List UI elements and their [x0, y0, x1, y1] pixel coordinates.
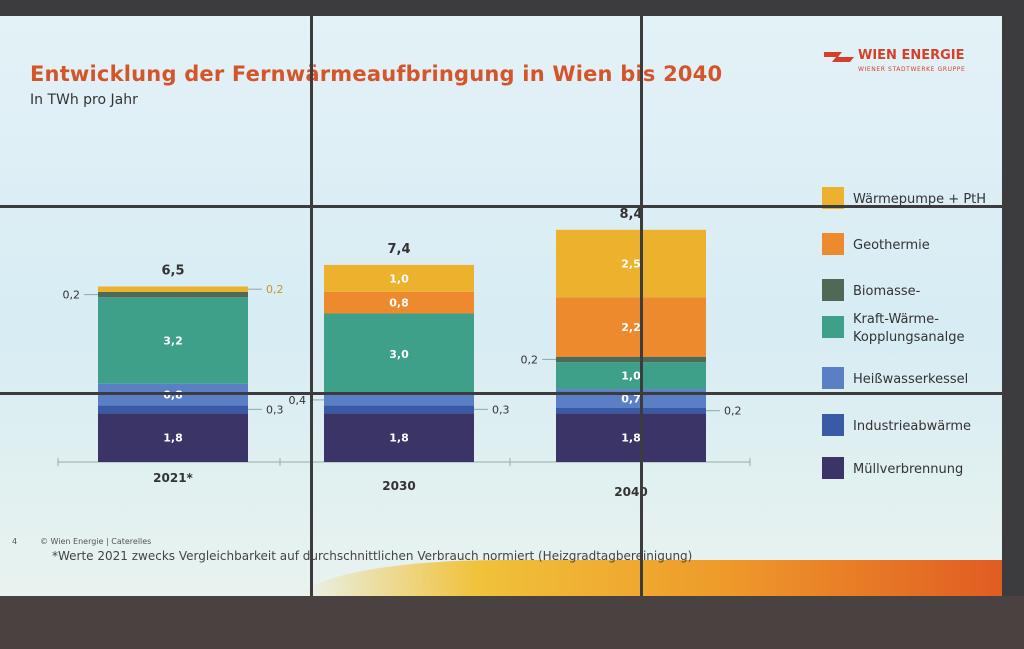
total-label: 8,4	[619, 207, 642, 222]
slide-subtitle: In TWh pro Jahr	[30, 92, 138, 108]
legend-label: Heißwasserkessel	[853, 372, 968, 387]
data-label: 2,5	[621, 258, 641, 271]
footnote: *Werte 2021 zwecks Vergleichbarkeit auf …	[52, 549, 693, 563]
bar-segment	[324, 405, 474, 414]
legend-label: Geothermie	[853, 238, 930, 253]
data-label: 0,4	[289, 394, 307, 407]
legend-label: Kopplungsanalge	[853, 330, 964, 345]
logo-tagline: WIENER STADTWERKE GRUPPE	[858, 66, 966, 73]
bar-segment	[556, 413, 706, 462]
legend-swatch	[822, 187, 844, 209]
data-label: 0,8	[389, 297, 409, 310]
bar-segment	[556, 297, 706, 357]
data-label: 1,0	[621, 370, 641, 383]
data-label: 1,8	[389, 432, 409, 445]
bar-segment	[324, 264, 474, 292]
data-label: 1,0	[389, 272, 409, 285]
total-label: 7,4	[387, 242, 410, 257]
bar-segment	[556, 229, 706, 298]
data-label: 3,0	[389, 348, 409, 361]
bar-segment	[556, 362, 706, 390]
screen-seam	[0, 205, 1010, 208]
category-label: 2040	[614, 485, 647, 499]
copyright-text: © Wien Energie | Caterelles	[40, 537, 152, 546]
legend-label: Kraft-Wärme-	[853, 312, 939, 327]
bar-segment	[324, 413, 474, 462]
legend-swatch	[822, 367, 844, 389]
data-label: 0,2	[724, 405, 742, 418]
screen-seam	[0, 392, 1010, 395]
data-label: 0,2	[266, 283, 284, 296]
screen-seam	[640, 0, 643, 600]
data-label: 1,8	[621, 432, 641, 445]
legend-swatch	[822, 279, 844, 301]
bar-segment	[98, 405, 248, 414]
legend-label: Wärmepumpe + PtH	[853, 192, 986, 207]
bar-segment	[98, 413, 248, 462]
screen-bezel	[0, 596, 1024, 649]
legend-label: Biomasse-	[853, 284, 921, 299]
data-label: 2,2	[621, 321, 641, 334]
slide-title: Entwicklung der Fernwärmeaufbringung in …	[30, 62, 723, 86]
legend-label: Müllverbrennung	[853, 462, 963, 477]
data-label: 0,3	[266, 403, 284, 416]
bar-segment	[98, 297, 248, 384]
data-label: 0,2	[521, 353, 539, 366]
data-label: 0,8	[163, 389, 183, 402]
wien-energie-logo-icon	[824, 52, 854, 62]
screen-seam	[0, 0, 1024, 16]
legend-swatch	[822, 316, 844, 338]
data-label: 0,2	[63, 289, 81, 302]
legend-swatch	[822, 457, 844, 479]
data-label: 0,7	[621, 393, 641, 406]
total-label: 6,5	[161, 264, 184, 279]
data-label: 1,8	[163, 432, 183, 445]
screen-seam	[310, 0, 313, 600]
bar-segment	[324, 291, 474, 314]
legend-swatch	[822, 414, 844, 436]
legend-label: Industrieabwärme	[853, 419, 971, 434]
bar-segment	[324, 313, 474, 395]
bar-segment	[556, 408, 706, 414]
bar-segment	[98, 286, 248, 292]
category-label: 2030	[382, 479, 415, 493]
data-label: 3,2	[163, 335, 183, 348]
stacked-bar-chart: 1,8 0,3 0,8 3,2 0,2 0,2 6,5 2021* 1,8 0,3 0,4 3,0 0,…	[57, 187, 986, 499]
wien-energie-logo: WIEN ENERGIE WIENER STADTWERKE GRUPPE	[824, 44, 984, 78]
category-label: 2021*	[153, 471, 193, 485]
page-number: 4	[12, 537, 18, 546]
logo-name: WIEN ENERGIE	[858, 48, 965, 63]
screen-bezel	[1002, 0, 1024, 649]
legend-swatch	[822, 233, 844, 255]
bar-segment	[556, 356, 706, 363]
bar-segment	[98, 291, 248, 298]
bar-segment	[324, 394, 474, 406]
data-label: 0,3	[492, 403, 510, 416]
